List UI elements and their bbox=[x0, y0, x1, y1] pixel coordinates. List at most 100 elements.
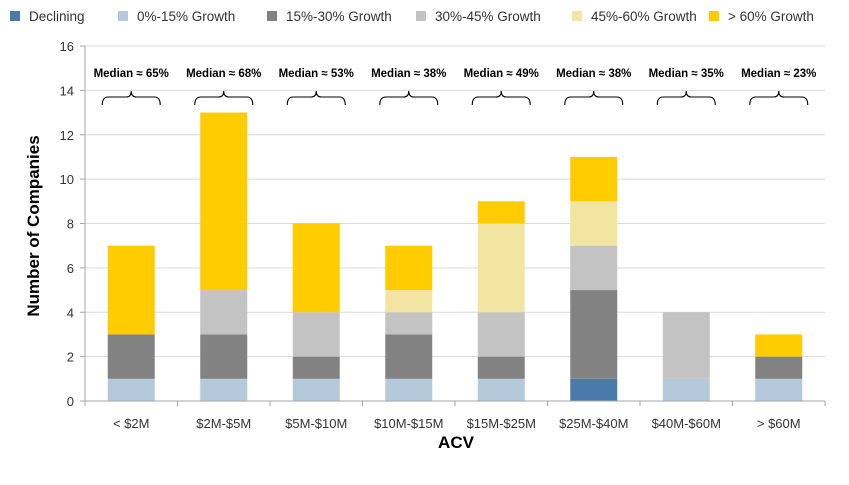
median-annotation: Median ≈ 65% bbox=[94, 68, 169, 106]
bar-segment bbox=[570, 245, 618, 291]
x-tick-label: $2M-$5M bbox=[196, 416, 251, 431]
bar-segment bbox=[107, 378, 155, 401]
axes bbox=[80, 45, 826, 406]
x-tick-label: $25M-$40M bbox=[559, 416, 628, 431]
bars bbox=[107, 112, 803, 401]
bar-segment bbox=[570, 201, 618, 246]
legend-swatch bbox=[267, 11, 277, 21]
y-tick-label: 6 bbox=[67, 261, 74, 276]
bar-segment bbox=[570, 290, 618, 379]
bar-segment bbox=[292, 312, 340, 357]
legend-swatch bbox=[10, 11, 20, 21]
x-axis-title: ACV bbox=[438, 433, 475, 452]
median-brace bbox=[194, 90, 254, 106]
median-annotation: Median ≈ 68% bbox=[186, 68, 261, 106]
median-annotation: Median ≈ 53% bbox=[279, 68, 354, 106]
legend-swatch bbox=[416, 11, 426, 21]
median-brace bbox=[101, 90, 161, 106]
y-tick-label: 16 bbox=[60, 39, 74, 54]
median-annotation: Median ≈ 38% bbox=[371, 68, 446, 106]
bar-segment bbox=[200, 334, 248, 379]
bar-segment bbox=[200, 112, 248, 291]
median-label: Median ≈ 68% bbox=[186, 68, 261, 80]
y-tick-label: 10 bbox=[60, 172, 74, 187]
y-tick-label: 4 bbox=[67, 305, 74, 320]
bar-segment bbox=[477, 378, 525, 401]
legend-label: 45%-60% Growth bbox=[591, 9, 697, 24]
legend-label: 15%-30% Growth bbox=[286, 9, 392, 24]
legend-item: 0%-15% Growth bbox=[118, 9, 235, 24]
legend-swatch bbox=[572, 11, 582, 21]
bar-segment bbox=[755, 378, 803, 401]
bar-segment bbox=[570, 156, 618, 202]
legend-label: Declining bbox=[29, 9, 85, 24]
bar-segment bbox=[477, 356, 525, 379]
bar-segment bbox=[200, 378, 248, 401]
x-tick-label: $10M-$15M bbox=[374, 416, 443, 431]
legend-label: 30%-45% Growth bbox=[435, 9, 541, 24]
median-brace bbox=[471, 90, 531, 106]
median-annotation: Median ≈ 49% bbox=[464, 68, 539, 106]
legend-item: 45%-60% Growth bbox=[572, 9, 697, 24]
bar-segment bbox=[107, 334, 155, 379]
bar-segment bbox=[107, 245, 155, 335]
legend-item: 30%-45% Growth bbox=[416, 9, 541, 24]
median-label: Median ≈ 65% bbox=[94, 68, 169, 80]
x-tick-label: < $2M bbox=[113, 416, 150, 431]
bar-segment bbox=[662, 312, 710, 379]
median-brace bbox=[286, 90, 346, 106]
y-tick-label: 2 bbox=[67, 350, 74, 365]
x-tick-labels: < $2M $2M-$5M $5M-$10M $10M-$15M $15M-$25M $2… bbox=[113, 416, 801, 431]
bar-segment bbox=[385, 312, 433, 335]
x-tick-label: > $60M bbox=[757, 416, 801, 431]
median-label: Median ≈ 23% bbox=[741, 68, 816, 80]
legend-label: 0%-15% Growth bbox=[137, 9, 235, 24]
median-brace bbox=[564, 90, 624, 106]
legend: Declining 0%-15% Growth 15%-30% Growth 30%-… bbox=[10, 9, 814, 24]
median-label: Median ≈ 53% bbox=[279, 68, 354, 80]
legend-item: > 60% Growth bbox=[709, 9, 814, 24]
y-tick-label: 0 bbox=[67, 394, 74, 409]
median-annotation: Median ≈ 38% bbox=[556, 68, 631, 106]
bar-segment bbox=[385, 290, 433, 313]
bar-segment bbox=[200, 290, 248, 335]
legend-label: > 60% Growth bbox=[728, 9, 814, 24]
bar-segment bbox=[292, 378, 340, 401]
bar-segment bbox=[477, 223, 525, 313]
bar-segment bbox=[755, 334, 803, 357]
median-annotation: Median ≈ 23% bbox=[741, 68, 816, 106]
bar-segment bbox=[755, 356, 803, 379]
bar-segment bbox=[385, 245, 433, 291]
median-label: Median ≈ 38% bbox=[371, 68, 446, 80]
gridlines bbox=[85, 45, 825, 358]
y-axis-title: Number of Companies bbox=[24, 135, 43, 316]
median-annotation: Median ≈ 35% bbox=[649, 68, 724, 106]
median-brace bbox=[379, 90, 439, 106]
y-tick-label: 8 bbox=[67, 217, 74, 232]
bar-segment bbox=[662, 378, 710, 401]
legend-swatch bbox=[118, 11, 128, 21]
median-annotations: Median ≈ 65% Median ≈ 68% Median ≈ 53% Medi… bbox=[94, 68, 816, 106]
median-brace bbox=[656, 90, 716, 106]
legend-item: 15%-30% Growth bbox=[267, 9, 392, 24]
bar-segment bbox=[477, 312, 525, 357]
y-tick-label: 14 bbox=[60, 83, 74, 98]
y-tick-labels: 0 2 4 6 8 10 12 14 16 bbox=[60, 39, 74, 409]
bar-segment bbox=[292, 223, 340, 313]
median-label: Median ≈ 35% bbox=[649, 68, 724, 80]
y-tick-label: 12 bbox=[60, 128, 74, 143]
x-tick-label: $15M-$25M bbox=[467, 416, 536, 431]
bar-segment bbox=[385, 334, 433, 379]
median-label: Median ≈ 49% bbox=[464, 68, 539, 80]
legend-item: Declining bbox=[10, 9, 85, 24]
bar-segment bbox=[477, 201, 525, 224]
x-tick-label: $5M-$10M bbox=[285, 416, 347, 431]
legend-swatch bbox=[709, 11, 719, 21]
median-brace bbox=[749, 90, 809, 106]
bar-segment bbox=[570, 378, 618, 401]
bar-segment bbox=[292, 356, 340, 379]
x-tick-label: $40M-$60M bbox=[652, 416, 721, 431]
median-label: Median ≈ 38% bbox=[556, 68, 631, 80]
bar-segment bbox=[385, 378, 433, 401]
